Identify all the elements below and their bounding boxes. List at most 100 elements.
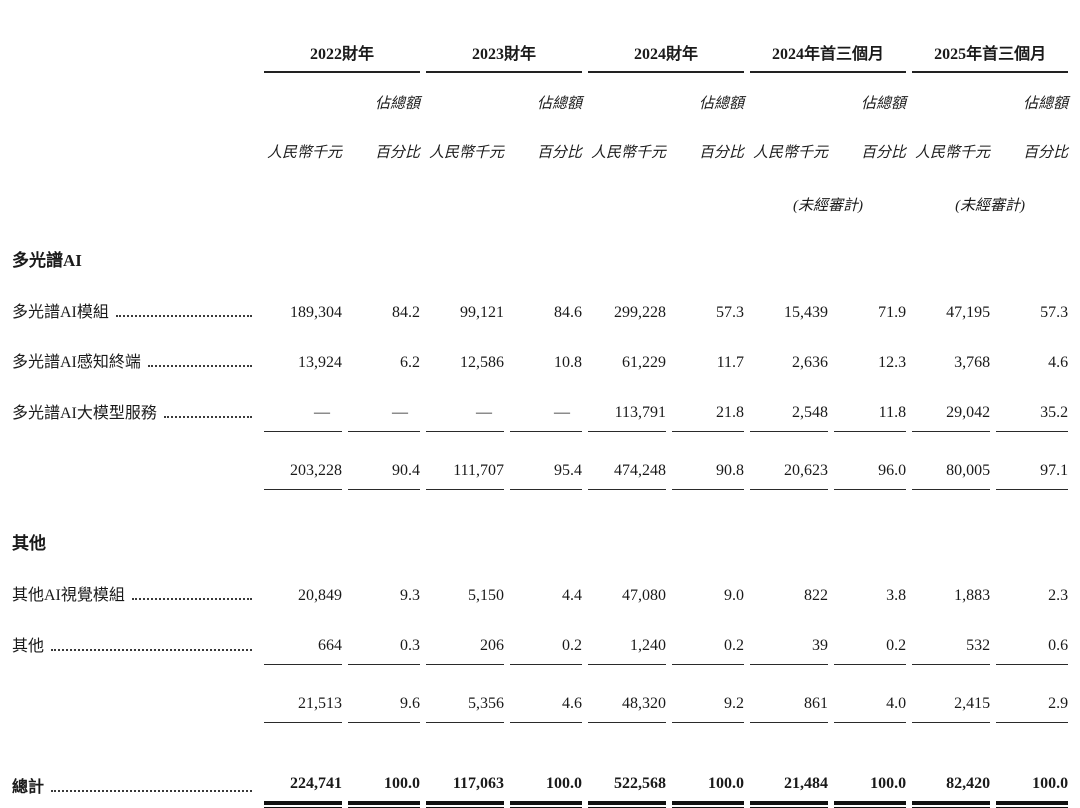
percent-unit-label: 百分比 bbox=[1023, 144, 1069, 161]
dot-leader bbox=[115, 314, 252, 317]
percent-cell: 4.6 bbox=[1048, 353, 1069, 371]
percent-cell: 57.3 bbox=[716, 303, 745, 321]
amount-cell: 39 bbox=[750, 614, 829, 665]
amount-cell: 474,248 bbox=[588, 432, 667, 490]
row-label: 多光譜AI大模型服務 bbox=[12, 381, 258, 432]
percent-cell: 21.8 bbox=[672, 381, 745, 432]
header-spacer bbox=[588, 73, 666, 122]
period-header-2025q1: 2025年首三個月 bbox=[912, 14, 1069, 73]
table-row: 多光譜AI感知終端 13,924 6.2 12,586 10.8 61,229 11.7 2,… bbox=[12, 331, 1068, 381]
percent-cell: — bbox=[510, 381, 583, 432]
period-header-2022: 2022財年 bbox=[264, 14, 421, 73]
amount-cell: 82,420 bbox=[912, 741, 991, 808]
section-title: 其他 bbox=[12, 534, 46, 554]
amount-cell: 189,304 bbox=[290, 303, 342, 321]
amount-cell: 47,080 bbox=[622, 586, 667, 604]
row-label-wrap: 多光譜AI感知終端 bbox=[12, 354, 258, 372]
dot-leader bbox=[147, 364, 252, 367]
row-label-text: 多光譜AI模組 bbox=[12, 303, 109, 321]
share-of-total-label: 佔總額 bbox=[699, 95, 745, 112]
header-spacer bbox=[264, 73, 342, 122]
percent-cell: 0.2 bbox=[510, 614, 583, 665]
percent-cell: 90.4 bbox=[348, 432, 421, 490]
percent-cell: 10.8 bbox=[554, 353, 583, 371]
header-spacer bbox=[12, 14, 258, 73]
row-label-text: 總計 bbox=[12, 778, 45, 796]
spacer-cell bbox=[12, 723, 1068, 741]
header-spacer bbox=[12, 122, 258, 171]
dot-leader bbox=[51, 648, 252, 651]
amount-cell: — bbox=[426, 381, 505, 432]
header-spacer bbox=[750, 73, 828, 122]
percent-unit-label: 百分比 bbox=[861, 144, 907, 161]
percent-cell: 96.0 bbox=[834, 432, 907, 490]
percent-cell: 0.3 bbox=[348, 614, 421, 665]
subtotal-label-spacer bbox=[12, 432, 258, 490]
period-header-2024q1: 2024年首三個月 bbox=[750, 14, 907, 73]
subtotal-row: 203,228 90.4 111,707 95.4 474,248 90.8 20,623 9… bbox=[12, 432, 1069, 490]
amount-cell: 15,439 bbox=[784, 303, 829, 321]
amount-cell: 12,586 bbox=[460, 353, 505, 371]
percent-cell: 2.3 bbox=[1048, 586, 1069, 604]
period-header-2023: 2023財年 bbox=[426, 14, 583, 73]
amount-cell: 117,063 bbox=[426, 741, 505, 808]
table-header: 2022財年 2023財年 2024財年 2024年首三個月 2025年首三個月… bbox=[12, 14, 1069, 225]
amount-cell: 203,228 bbox=[264, 432, 342, 490]
percent-cell: 84.2 bbox=[392, 303, 421, 321]
table-row: 其他 664 0.3 206 0.2 1,240 0.2 39 0.2 532 0.6 bbox=[12, 614, 1069, 665]
amount-cell: 5,150 bbox=[468, 586, 505, 604]
percent-cell: 100.0 bbox=[510, 741, 583, 808]
amount-cell: 20,849 bbox=[298, 586, 342, 604]
percent-cell: 0.2 bbox=[834, 614, 907, 665]
amount-unit-label: 人民幣千元 bbox=[429, 144, 505, 161]
amount-unit-label: 人民幣千元 bbox=[591, 144, 667, 161]
percent-cell: 9.3 bbox=[400, 586, 421, 604]
amount-cell: 113,791 bbox=[588, 381, 667, 432]
row-label: 多光譜AI模組 bbox=[12, 281, 258, 331]
percent-cell: — bbox=[348, 381, 421, 432]
amount-cell: 80,005 bbox=[912, 432, 991, 490]
percent-cell: 4.4 bbox=[562, 586, 583, 604]
spacer-cell bbox=[12, 490, 1068, 508]
row-label: 其他 bbox=[12, 614, 258, 665]
subtotal-row: 21,513 9.6 5,356 4.6 48,320 9.2 861 4.0 2,415 2.9 bbox=[12, 665, 1069, 723]
amount-unit-label: 人民幣千元 bbox=[266, 144, 342, 161]
percent-cell: 35.2 bbox=[996, 381, 1069, 432]
revenue-breakdown-table: 2022財年 2023財年 2024財年 2024年首三個月 2025年首三個月… bbox=[6, 14, 1074, 808]
share-of-total-label: 佔總額 bbox=[537, 95, 583, 112]
amount-cell: 822 bbox=[804, 586, 829, 604]
row-label-text: 其他 bbox=[12, 637, 45, 655]
amount-cell: 21,513 bbox=[264, 665, 342, 723]
amount-cell: 5,356 bbox=[426, 665, 505, 723]
percent-cell: 100.0 bbox=[348, 741, 421, 808]
amount-cell: 111,707 bbox=[426, 432, 505, 490]
amount-cell: 206 bbox=[426, 614, 505, 665]
amount-cell: 1,883 bbox=[954, 586, 991, 604]
table-row: 多光譜AI模組 189,304 84.2 99,121 84.6 299,228 57.3 1… bbox=[12, 281, 1068, 331]
percent-cell: 11.8 bbox=[834, 381, 907, 432]
percent-unit-label: 百分比 bbox=[537, 144, 583, 161]
section-title-row: 其他 bbox=[12, 508, 1068, 564]
share-of-total-label: 佔總額 bbox=[375, 95, 421, 112]
amount-cell: 21,484 bbox=[750, 741, 829, 808]
header-spacer bbox=[426, 73, 504, 122]
period-header-2024: 2024財年 bbox=[588, 14, 745, 73]
unaudited-note: (未經審計) bbox=[793, 197, 864, 214]
share-of-total-label: 佔總額 bbox=[1023, 95, 1069, 112]
amount-cell: 99,121 bbox=[460, 303, 505, 321]
amount-cell: 664 bbox=[264, 614, 342, 665]
percent-cell: 71.9 bbox=[878, 303, 907, 321]
amount-cell: 1,240 bbox=[588, 614, 667, 665]
percent-cell: 9.0 bbox=[724, 586, 745, 604]
row-label-wrap: 其他AI視覺模組 bbox=[12, 587, 258, 605]
amount-cell: 3,768 bbox=[954, 353, 991, 371]
amount-unit-label: 人民幣千元 bbox=[753, 144, 829, 161]
amount-cell: 2,548 bbox=[750, 381, 829, 432]
percent-cell: 95.4 bbox=[510, 432, 583, 490]
unaudited-header-row: (未經審計) (未經審計) bbox=[12, 171, 1068, 225]
amount-cell: 522,568 bbox=[588, 741, 667, 808]
amount-cell: 48,320 bbox=[588, 665, 667, 723]
percent-cell: 9.6 bbox=[348, 665, 421, 723]
section-title: 多光譜AI bbox=[12, 251, 82, 271]
percent-unit-label: 百分比 bbox=[699, 144, 745, 161]
